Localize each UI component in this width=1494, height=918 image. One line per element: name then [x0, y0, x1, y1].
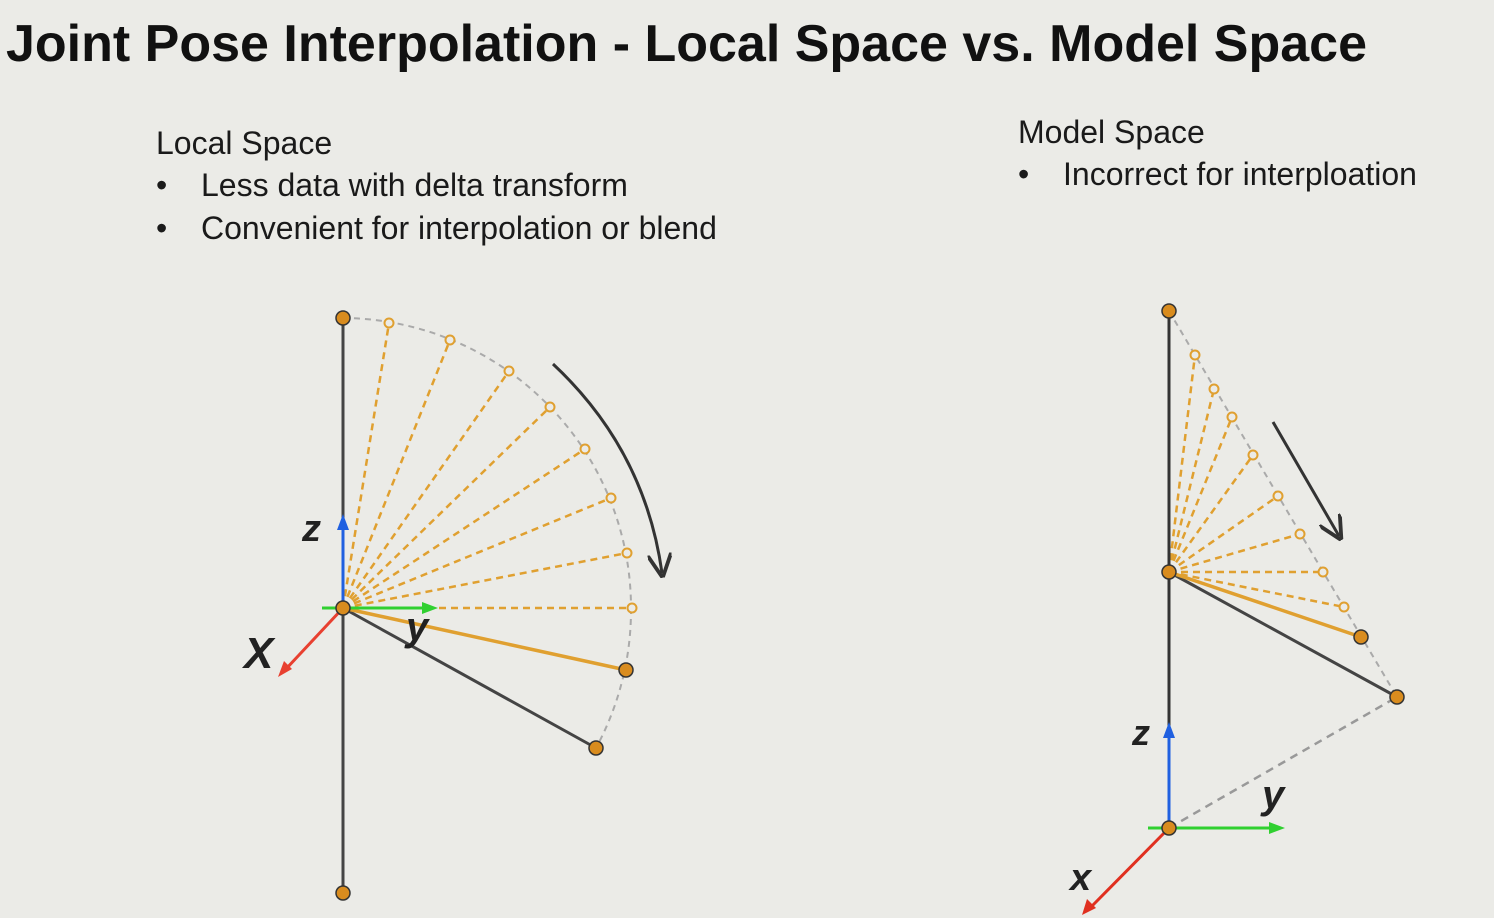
interpolation-point [621, 547, 633, 559]
interpolation-ray [341, 370, 511, 609]
x-axis-label: x [1068, 857, 1093, 899]
joint-node [1161, 820, 1177, 836]
bullet-icon: • [156, 210, 168, 246]
x-axis [283, 606, 345, 672]
interpolation-point [503, 365, 515, 377]
interpolation-ray [342, 496, 612, 610]
y-axis-arrowhead [1269, 822, 1285, 834]
interpolation-ray [1168, 532, 1301, 574]
interpolation-point [1226, 411, 1238, 423]
bullet-text: Convenient for interpolation or blend [201, 210, 717, 246]
joint-node [335, 600, 351, 616]
local-space-panel: Local Space • Less data with delta transf… [156, 122, 717, 250]
interpolation-point [1247, 449, 1259, 461]
interpolation-ray [341, 339, 452, 609]
interpolation-ray [1167, 354, 1197, 573]
interpolation-rays [1167, 349, 1350, 613]
joint-node [1389, 689, 1405, 705]
current-bone [1168, 570, 1362, 639]
x-axis-arrowhead [1082, 899, 1096, 915]
x-axis [1090, 826, 1171, 908]
list-item: • Incorrect for interploation [1018, 153, 1417, 196]
rotation-direction-arrow [1271, 421, 1339, 536]
model-space-diagram: z x y [1068, 303, 1405, 915]
bullet-icon: • [156, 167, 168, 203]
local-space-bullets: • Less data with delta transform • Conveni… [156, 164, 717, 250]
interpolation-point [544, 401, 556, 413]
rotation-direction-arrow [551, 362, 662, 573]
list-item: • Convenient for interpolation or blend [156, 207, 717, 250]
z-axis-label: z [301, 508, 321, 550]
joint-node [1161, 303, 1177, 319]
joint-node [335, 310, 351, 326]
y-axis-label: y [404, 605, 430, 649]
interpolation-ray [1168, 570, 1345, 609]
z-axis-arrowhead [1163, 722, 1175, 738]
joint-node [1353, 629, 1369, 645]
interpolation-ray [1167, 454, 1255, 573]
x-axis-label: X [241, 629, 276, 678]
rotation-arc-extension [595, 607, 633, 749]
interpolation-rays [341, 317, 638, 614]
interpolation-ray [342, 406, 551, 609]
interpolation-point [626, 602, 638, 614]
interpolation-ray [342, 447, 586, 610]
interpolation-ray [341, 322, 391, 609]
bullet-text: Incorrect for interploation [1063, 156, 1417, 192]
interpolation-ray [342, 551, 628, 610]
interpolation-point [1189, 349, 1201, 361]
model-space-heading: Model Space [1018, 114, 1205, 150]
interpolation-ray [1167, 416, 1234, 573]
y-axis-arrowhead [422, 602, 438, 614]
target-bone [342, 606, 597, 750]
bullet-icon: • [1018, 156, 1030, 192]
interpolation-point [1272, 490, 1284, 502]
target-bone [1168, 570, 1398, 699]
local-space-diagram: z X y [241, 310, 662, 901]
interpolation-chord [1168, 310, 1398, 698]
z-axis-label: z [1131, 712, 1150, 753]
model-space-panel: Model Space • Incorrect for interploation [1018, 111, 1417, 196]
joint-node [1161, 564, 1177, 580]
interpolation-ray [1168, 494, 1279, 574]
interpolation-point [1294, 528, 1306, 540]
model-space-bullets: • Incorrect for interploation [1018, 153, 1417, 196]
x-axis-arrowhead [278, 661, 292, 677]
local-space-heading: Local Space [156, 125, 333, 161]
joint-node [335, 885, 351, 901]
interpolation-point [579, 443, 591, 455]
model-space-line [1168, 695, 1398, 830]
interpolation-point [444, 334, 456, 346]
interpolation-point [1317, 566, 1329, 578]
interpolation-ray [1167, 388, 1216, 573]
interpolation-point [383, 317, 395, 329]
interpolation-point [1208, 383, 1220, 395]
page-title: Joint Pose Interpolation - Local Space v… [6, 15, 1367, 73]
interpolation-point [605, 492, 617, 504]
y-axis-label: y [1260, 773, 1286, 817]
interpolation-point [1338, 601, 1350, 613]
current-bone [342, 606, 627, 672]
joint-node [588, 740, 604, 756]
list-item: • Less data with delta transform [156, 164, 717, 207]
bullet-text: Less data with delta transform [201, 167, 628, 203]
z-axis-arrowhead [337, 514, 349, 530]
joint-node [618, 662, 634, 678]
rotation-arc [342, 317, 632, 609]
